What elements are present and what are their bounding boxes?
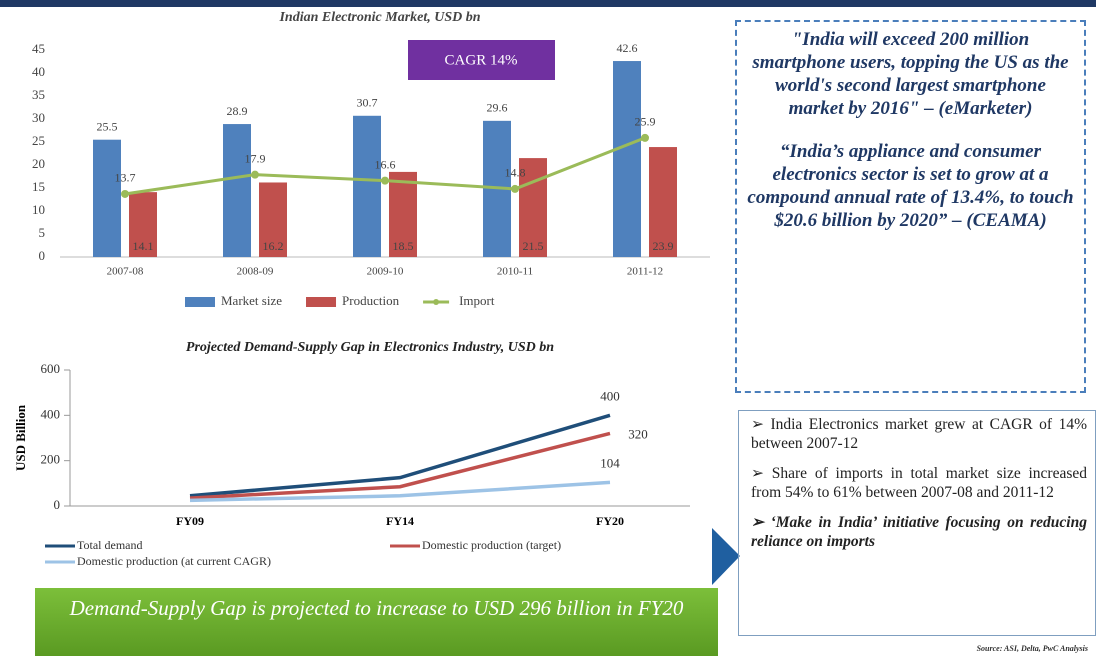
legend-swatch [185,297,215,307]
y-tick-label: 400 [41,406,61,421]
y-tick-label: 0 [54,497,61,512]
bullet: ➢ ‘Make in India’ initiative focusing on… [751,514,1087,550]
y-tick-label: 20 [32,156,45,171]
legend-swatch [306,297,337,307]
y-tick-label: 5 [39,225,46,240]
data-label: 320 [628,426,648,441]
bar [649,147,677,257]
chart-title: Indian Electronic Market, USD bn [278,10,480,25]
bar [519,158,547,257]
point [641,133,649,142]
x-tick-label: 2011-12 [627,266,663,278]
line [189,413,611,498]
bullet-text: India Electronics market grew at CAGR of… [751,416,1087,452]
bar [93,139,121,257]
data-label: 16.6 [375,157,396,171]
x-tick-label: 2009-10 [367,266,404,278]
y-tick-label: 600 [41,361,61,376]
quote: “India’s appliance and consumer electron… [747,141,1074,231]
bar [223,124,251,257]
x-tick-label: FY14 [386,514,414,528]
data-label: 28.9 [227,104,248,118]
data-label: 13.7 [115,171,136,185]
data-label: 104 [600,455,620,470]
data-label: 30.7 [357,96,378,110]
bullet: ➢ Share of imports in total market size … [751,465,1087,501]
point [381,176,389,185]
legend-label: Production [342,293,400,308]
x-tick-label: FY20 [596,514,624,528]
arrow [712,528,740,585]
data-label: 14.1 [133,239,154,253]
quote-box: "India will exceed 200 million smartphon… [735,20,1086,393]
y-tick-label: 10 [32,202,45,217]
top-bar [0,0,1096,7]
y-tick-label: 40 [32,64,45,79]
data-label: 14.8 [505,166,526,180]
x-tick-label: 2010-11 [497,266,533,278]
point [251,170,259,179]
legend-label: Domestic production (at current CAGR) [77,554,271,568]
line [189,431,611,500]
bullet-box: ➢ India Electronics market grew at CAGR … [738,410,1096,636]
y-tick-label: 15 [32,179,45,194]
bar [353,115,381,257]
legend-label: Market size [221,293,282,308]
x-tick-label: FY09 [176,514,204,528]
x-tick-label: 2008-09 [237,266,274,278]
legend-label: Import [459,293,495,308]
data-label: 400 [600,388,620,403]
quote: "India will exceed 200 million smartphon… [752,29,1069,119]
data-label: 25.9 [635,115,656,129]
data-label: 21.5 [523,239,544,253]
data-label: 42.6 [617,41,638,55]
source: Source: ASI, Delta, PwC Analysis [976,644,1088,653]
line [189,480,611,503]
bullet-text: ‘Make in India’ initiative focusing on r… [751,514,1087,550]
data-label: 29.6 [487,101,508,115]
y-tick-label: 0 [39,248,46,263]
bar [129,192,157,257]
data-label: 25.5 [97,119,118,133]
bar [389,171,417,257]
legend-label: Domestic production (target) [422,538,561,552]
bullet-text: Share of imports in total market size in… [751,465,1087,501]
bullet: ➢ India Electronics market grew at CAGR … [751,416,1087,452]
y-tick-label: 25 [32,133,45,148]
point [121,189,129,198]
data-label: 18.5 [393,239,414,253]
banner: Demand-Supply Gap is projected to increa… [35,588,718,656]
bar [259,182,287,257]
y-axis-label: USD Billion [13,404,28,471]
legend-swatch [433,299,440,305]
y-tick-label: 200 [41,452,61,467]
data-label: 17.9 [245,151,266,165]
bar [613,61,641,257]
point [511,184,519,193]
y-tick-label: 35 [32,87,45,102]
legend-label: Total demand [77,538,142,552]
y-tick-label: 30 [32,110,45,125]
y-tick-label: 45 [32,41,45,56]
x-tick-label: 2007-08 [107,266,144,278]
chart-title: Projected Demand-Supply Gap in Electroni… [185,340,555,355]
cagr-label: CAGR 14% [445,52,518,68]
data-label: 23.9 [653,239,674,253]
cagr-box [408,40,555,80]
data-label: 16.2 [263,239,284,253]
